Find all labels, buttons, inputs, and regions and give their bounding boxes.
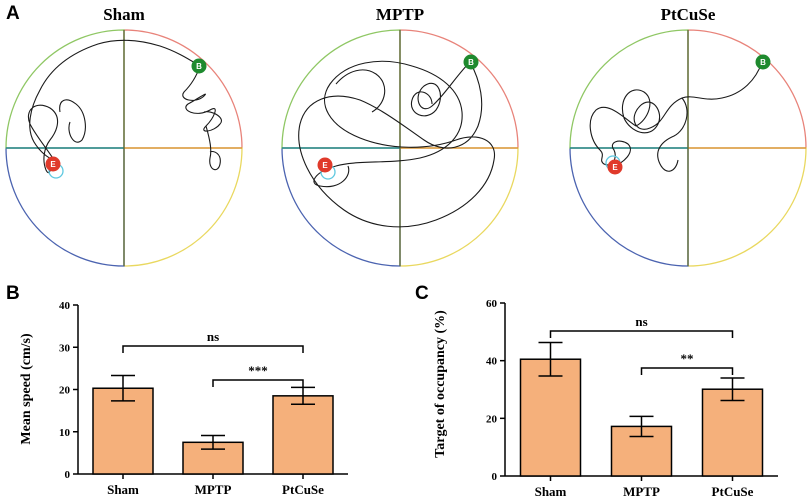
panel-c-y-axis-title: Target of occupancy (%) (433, 310, 448, 458)
y-tick-label: 60 (486, 298, 498, 310)
quadrant-ne (399, 29, 519, 149)
y-tick-label: 0 (65, 469, 71, 481)
mptp-swim-map: MPTP B E (281, 5, 519, 267)
significance-bracket (640, 367, 734, 375)
quadrant-sw (281, 147, 401, 267)
end-marker (45, 156, 61, 172)
quadrant-se (123, 147, 243, 267)
category-label: MPTP (195, 482, 232, 497)
y-tick-label: 0 (492, 471, 498, 483)
start-marker-label: B (196, 62, 202, 71)
end-marker (607, 159, 623, 175)
quadrant-ne (687, 29, 807, 149)
bar-sham (519, 358, 582, 477)
quadrant-se (399, 147, 519, 267)
start-marker (191, 58, 207, 74)
quadrant-se (687, 147, 807, 267)
swim-path (28, 39, 222, 174)
end-marker-label: E (322, 161, 328, 170)
category-label: PtCuSe (712, 484, 754, 499)
quadrant-nw (569, 29, 689, 149)
significance-bracket (549, 330, 734, 338)
ptcuse-swim-map: PtCuSe B E (569, 5, 807, 267)
start-marker-label: B (760, 58, 766, 67)
bar-ptcuse (701, 388, 764, 477)
y-tick-label: 20 (486, 413, 498, 425)
panel-b-y-axis-title: Mean speed (cm/s) (19, 333, 34, 445)
panel-b-chart: 0 10 20 30 40 Sham MPTP PtCuSe ns *** (59, 300, 348, 497)
quadrant-nw (281, 29, 401, 149)
end-marker (317, 157, 333, 173)
category-label: PtCuSe (282, 482, 324, 497)
quadrant-sw (569, 147, 689, 267)
bar-ptcuse (272, 395, 334, 475)
significance-bracket (122, 345, 304, 353)
ptcuse-title: PtCuSe (661, 5, 716, 24)
start-marker (463, 54, 479, 70)
panel-a-letter: A (6, 3, 20, 24)
sham-title: Sham (103, 5, 145, 24)
significance-label: ns (207, 329, 219, 344)
end-marker-label: E (612, 163, 618, 172)
mptp-title: MPTP (376, 5, 424, 24)
panel-c-letter: C (415, 283, 429, 304)
quadrant-sw (5, 147, 125, 267)
y-tick-label: 30 (59, 342, 71, 354)
bar-sham (92, 387, 154, 475)
y-tick-label: 10 (59, 427, 71, 439)
y-tick-label: 40 (59, 300, 71, 312)
start-marker (755, 54, 771, 70)
quadrant-ne (123, 29, 243, 149)
sham-swim-map: Sham B E (5, 5, 243, 267)
y-tick-label: 20 (59, 385, 71, 397)
panel-c-chart: 0 20 40 60 Sham MPTP PtCuSe ns ** (486, 298, 778, 499)
start-marker-label: B (468, 58, 474, 67)
end-marker-label: E (50, 160, 56, 169)
quadrant-nw (5, 29, 125, 149)
y-tick-label: 40 (486, 356, 498, 368)
category-label: Sham (535, 484, 567, 499)
category-label: MPTP (623, 484, 660, 499)
significance-label: ns (635, 314, 647, 329)
significance-bracket (212, 379, 304, 387)
panel-b-letter: B (6, 283, 20, 304)
swim-path (298, 60, 496, 228)
significance-label: *** (248, 363, 268, 378)
significance-label: ** (681, 351, 694, 366)
category-label: Sham (107, 482, 139, 497)
swim-path (589, 61, 763, 172)
